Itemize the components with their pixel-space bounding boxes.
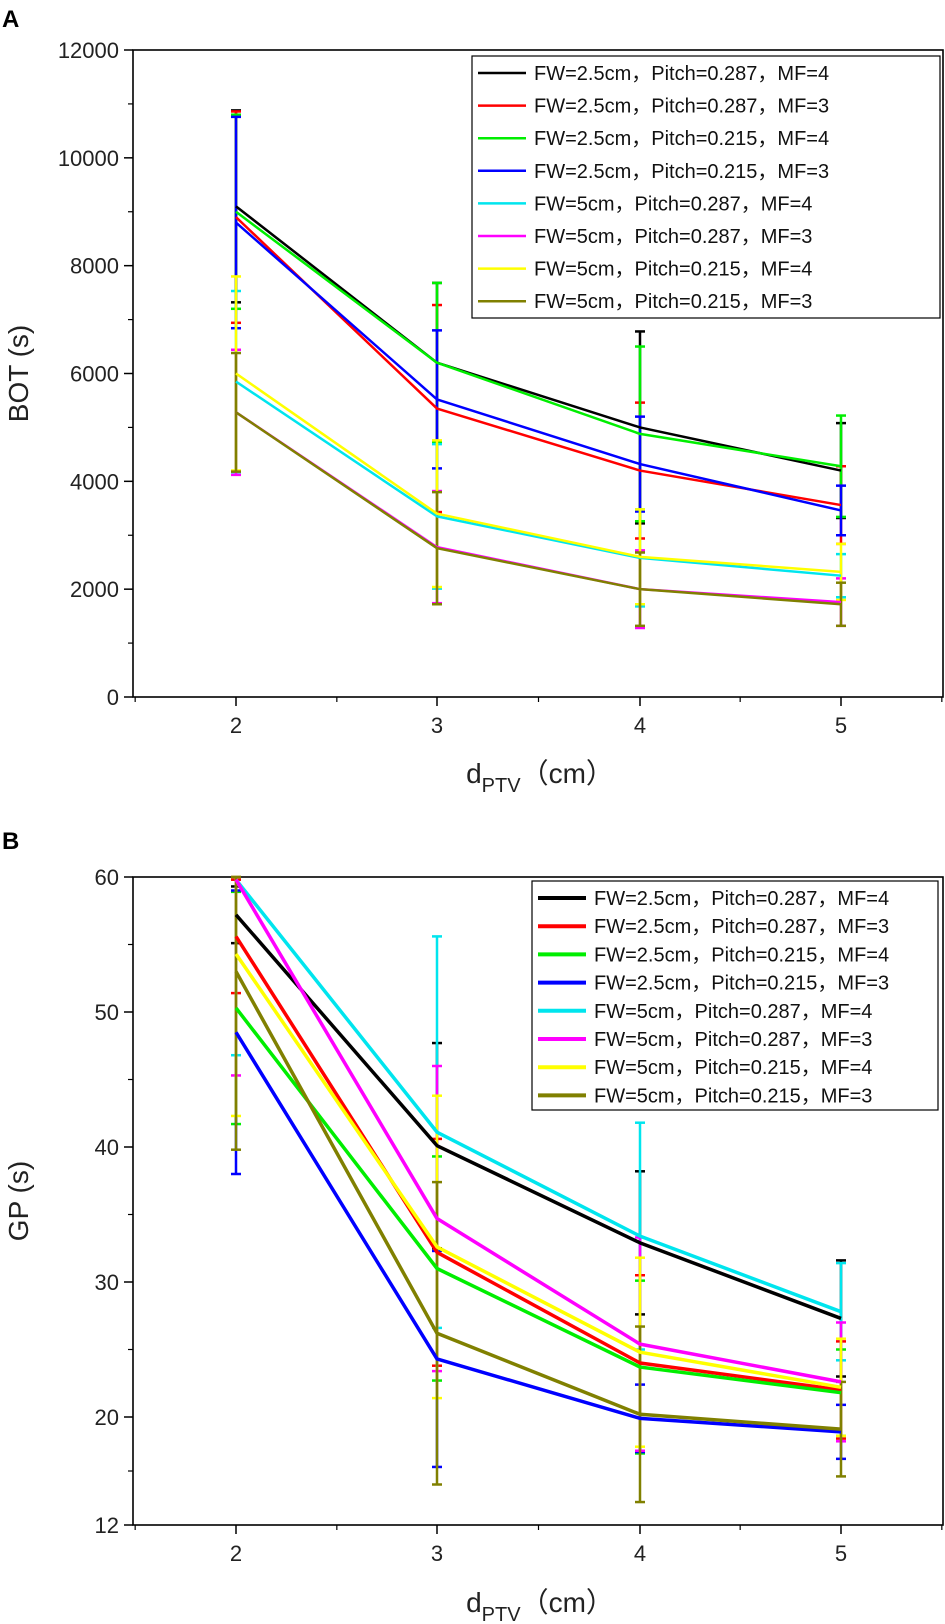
- x-axis-title-unit: （cm）: [521, 1587, 614, 1618]
- series-5: [231, 289, 846, 608]
- y-axis-title: BOT (s): [3, 325, 34, 422]
- series-line-8: [235, 411, 842, 606]
- x-axis-title-unit: （cm）: [521, 758, 614, 789]
- legend-label: FW=2.5cm，Pitch=0.215，MF=4: [594, 944, 889, 966]
- legend-label: FW=5cm，Pitch=0.287，MF=4: [594, 1001, 872, 1023]
- x-axis-title: dPTV（cm）: [466, 1587, 614, 1624]
- series-line-7: [234, 952, 842, 1390]
- legend-label: FW=2.5cm，Pitch=0.215，MF=3: [534, 161, 829, 183]
- chart-a: 0 2000 4000 6000 8000 10000 12000 2 3 4 5 BOT (s) dP…: [3, 38, 944, 797]
- y-tick-label: 8000: [70, 254, 119, 279]
- series-line-3: [235, 210, 842, 468]
- legend-label: FW=2.5cm，Pitch=0.287，MF=4: [594, 888, 889, 910]
- legend: FW=2.5cm，Pitch=0.287，MF=4 FW=2.5cm，Pitch=…: [471, 55, 941, 319]
- chart-b: 12 20 30 40 50 60 2 3 4 5 GP (s) dPTV（cm） FW=2.5cm，P…: [3, 865, 944, 1624]
- y-tick-label: 4000: [70, 469, 119, 494]
- y-tick-label: 60: [95, 865, 119, 890]
- x-tick-label: 2: [230, 713, 242, 738]
- legend-label: FW=5cm，Pitch=0.215，MF=3: [594, 1085, 872, 1107]
- series-line-8: [234, 970, 842, 1431]
- series-line-2: [234, 935, 842, 1392]
- legend-label: FW=2.5cm，Pitch=0.215，MF=3: [594, 973, 889, 995]
- legend-label: FW=5cm，Pitch=0.215，MF=3: [534, 291, 812, 313]
- series-line-7: [235, 372, 842, 574]
- legend-label: FW=5cm，Pitch=0.287，MF=3: [534, 226, 812, 248]
- series-line-5: [235, 380, 842, 577]
- legend-label: FW=5cm，Pitch=0.215，MF=4: [594, 1057, 872, 1079]
- x-tick-label: 3: [431, 713, 443, 738]
- series-line-4: [234, 1031, 842, 1434]
- series-line-3: [234, 1006, 842, 1395]
- x-tick-label: 2: [230, 1541, 242, 1566]
- y-axis-title: GP (s): [3, 1161, 34, 1241]
- legend-label: FW=5cm，Pitch=0.215，MF=4: [534, 259, 812, 281]
- y-tick-label: 6000: [70, 362, 119, 387]
- x-axis-title-subscript: PTV: [482, 775, 522, 797]
- x-tick-label: 3: [431, 1541, 443, 1566]
- y-tick-label: 12: [95, 1513, 119, 1538]
- x-tick-label: 4: [634, 1541, 646, 1566]
- y-tick-label: 50: [95, 1000, 119, 1025]
- series-line-6: [234, 878, 842, 1384]
- series-line-5: [234, 878, 842, 1314]
- y-tick-label: 30: [95, 1270, 119, 1295]
- x-axis-title-main: d: [466, 758, 482, 789]
- panel-a-label: A: [2, 6, 19, 33]
- legend-label: FW=2.5cm，Pitch=0.287，MF=4: [534, 63, 829, 85]
- series-line-4: [235, 221, 842, 512]
- panel-b-label: B: [2, 828, 19, 855]
- legend: FW=2.5cm，Pitch=0.287，MF=4 FW=2.5cm，Pitch=…: [531, 880, 939, 1111]
- y-tick-label: 0: [107, 685, 119, 710]
- legend-label: FW=2.5cm，Pitch=0.215，MF=4: [534, 128, 829, 150]
- y-tick-label: 40: [95, 1135, 119, 1160]
- x-axis-title: dPTV（cm）: [466, 758, 614, 797]
- legend-label: FW=2.5cm，Pitch=0.287，MF=3: [534, 96, 829, 118]
- x-axis-title-subscript: PTV: [482, 1604, 522, 1624]
- y-tick-label: 2000: [70, 577, 119, 602]
- series-line-1: [234, 913, 842, 1321]
- y-tick-label: 12000: [58, 38, 119, 63]
- legend-box: [531, 880, 939, 1111]
- x-axis-title-main: d: [466, 1587, 482, 1618]
- legend-label: FW=5cm，Pitch=0.287，MF=3: [594, 1029, 872, 1051]
- legend-label: FW=2.5cm，Pitch=0.287，MF=3: [594, 916, 889, 938]
- legend-label: FW=5cm，Pitch=0.287，MF=4: [534, 193, 812, 215]
- x-tick-label: 5: [835, 713, 847, 738]
- x-tick-label: 4: [634, 713, 646, 738]
- x-tick-label: 5: [835, 1541, 847, 1566]
- y-tick-label: 10000: [58, 146, 119, 171]
- y-tick-label: 20: [95, 1405, 119, 1430]
- legend-box: [471, 55, 941, 319]
